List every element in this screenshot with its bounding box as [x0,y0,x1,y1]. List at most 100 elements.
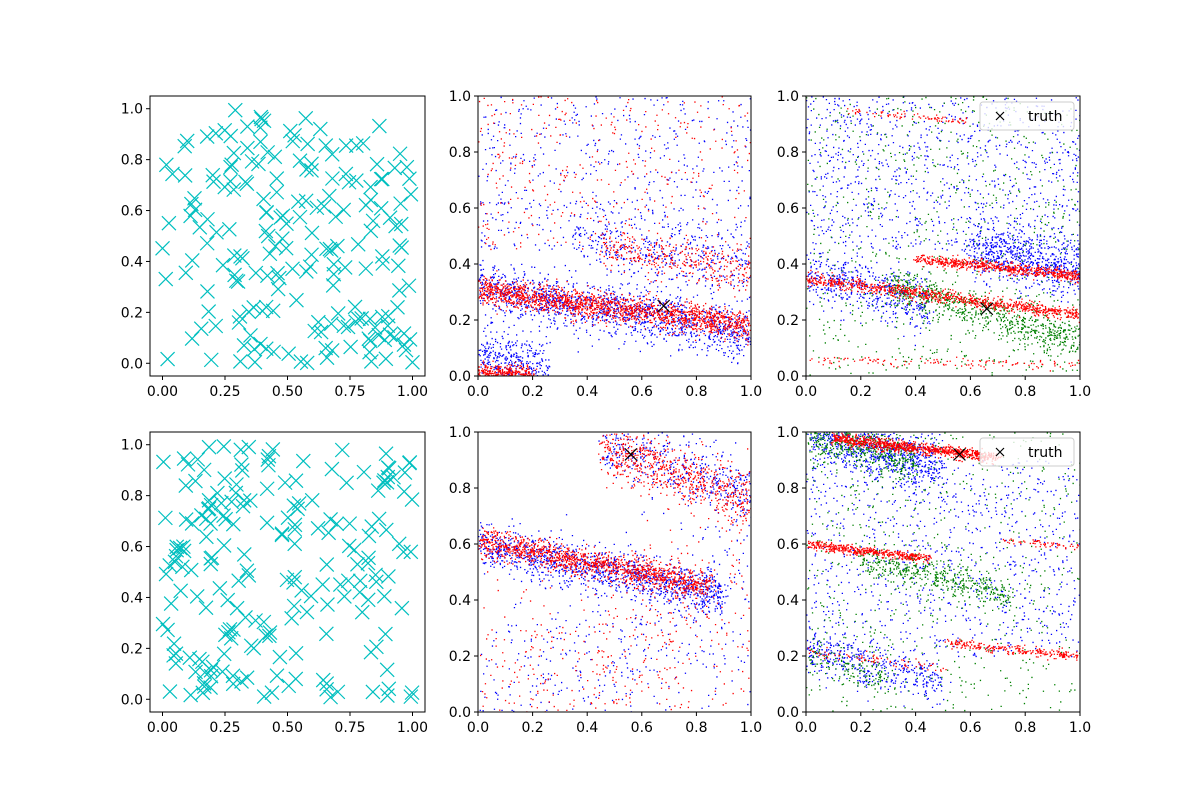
y-tick-label: 0.8 [777,481,799,497]
scatter-point [354,604,370,620]
scatter-point [261,628,277,644]
scatter-point [239,119,255,134]
plot-area [478,432,751,712]
series-0-points [155,102,420,371]
scatter-point [158,157,174,173]
y-axis: 0.0 0.2 0.4 0.6 0.8 1.0 [449,425,478,721]
scatter-point [288,645,304,661]
scatter-point [319,676,335,691]
scatter-point [379,688,395,704]
y-tick-label: 0.6 [121,204,143,220]
scatter-point [238,610,253,625]
y-tick-label: 0.8 [121,153,143,169]
y-tick-label: 0.8 [449,481,471,497]
scatter-point [295,453,311,469]
x-tick-label: 0.0 [467,720,489,736]
y-tick-label: 0.6 [449,201,471,217]
axes-frame [477,95,752,377]
scatter-point [358,261,374,277]
y-tick-label: 0.8 [121,489,143,505]
scatter-point [166,647,182,663]
scatter-point [246,300,262,315]
axes-frame [477,431,752,713]
scatter-point [361,528,377,544]
axes-frame [805,95,1081,377]
scatter-point [182,650,198,666]
scatter-point [286,598,302,614]
scatter-point [326,256,342,272]
scatter-point [169,539,185,555]
scatter-point [236,338,252,353]
scatter-point [378,351,394,367]
legend-label: truth [1028,445,1062,461]
y-tick-label: 0.4 [777,593,799,609]
panel-top-middle: 0.0 0.2 0.4 0.6 0.8 1.0 0.0 0.2 0.4 0.6 0.8 1.0 [449,89,762,400]
scatter-point [348,138,364,154]
plot-area [806,432,1080,712]
scatter-point [360,555,376,571]
scatter-point [350,311,366,327]
scatter-point [338,166,354,182]
scatter-point [401,278,417,294]
scatter-point [275,208,291,224]
scatter-point [222,173,238,189]
y-tick-label: 0.0 [777,705,799,721]
scatter-point [172,540,188,556]
scatter-point [304,247,319,263]
scatter-point [242,493,258,509]
x-tick-label: 0.8 [685,384,707,400]
scatter-point [290,501,306,517]
scatter-point [156,454,171,470]
scatter-point [160,622,176,638]
x-tick-label: 0.0 [795,720,817,736]
scatter-point [401,455,417,471]
truth-marker [657,299,671,313]
scatter-point [155,616,171,632]
scatter-point [231,315,247,330]
scatter-point [324,461,340,477]
scatter-point [285,133,301,149]
x-tick-label: 0.2 [521,384,543,400]
scatter-point [373,171,389,187]
scatter-points [478,96,751,376]
legend-box [979,437,1075,467]
scatter-point [329,238,345,254]
scatter-point [293,354,309,370]
y-tick-label: 0.2 [777,649,799,665]
scatter-point [279,572,295,588]
scatter-point [342,516,358,532]
plot-area [155,102,420,371]
scatter-point [343,339,359,355]
scatter-point [378,626,393,642]
scatter-point [233,442,249,458]
x-axis: 0.0 0.2 0.4 0.6 0.8 1.0 [795,712,1091,736]
x-tick-label: 1.0 [740,720,762,736]
scatter-point [264,685,280,701]
scatter-point [299,162,314,177]
scatter-point [157,510,173,526]
scatter-point [247,354,263,370]
scatter-point [183,687,199,703]
y-tick-label: 0.6 [777,537,799,553]
scatter-point [361,550,377,566]
scatter-point [396,544,411,560]
scatter-point [321,188,337,204]
scatter-point [379,662,395,678]
scatter-point [196,462,212,478]
y-tick-label: 0.0 [449,705,471,721]
scatter-point [319,241,334,257]
scatter-point [253,134,268,150]
scatter-point [403,186,419,202]
scatter-point [272,649,288,665]
x-tick-label: 1.0 [1069,720,1091,736]
scatter-point [376,588,392,604]
scatter-point [319,350,335,366]
scatter-point [239,140,255,156]
scatter-point [282,123,298,139]
scatter-point [367,320,383,335]
x-tick-label: 0.25 [209,720,240,736]
scatter-point [259,515,275,531]
scatter-point [260,144,276,160]
series-0-points [478,96,751,376]
scatter-point [196,679,212,694]
